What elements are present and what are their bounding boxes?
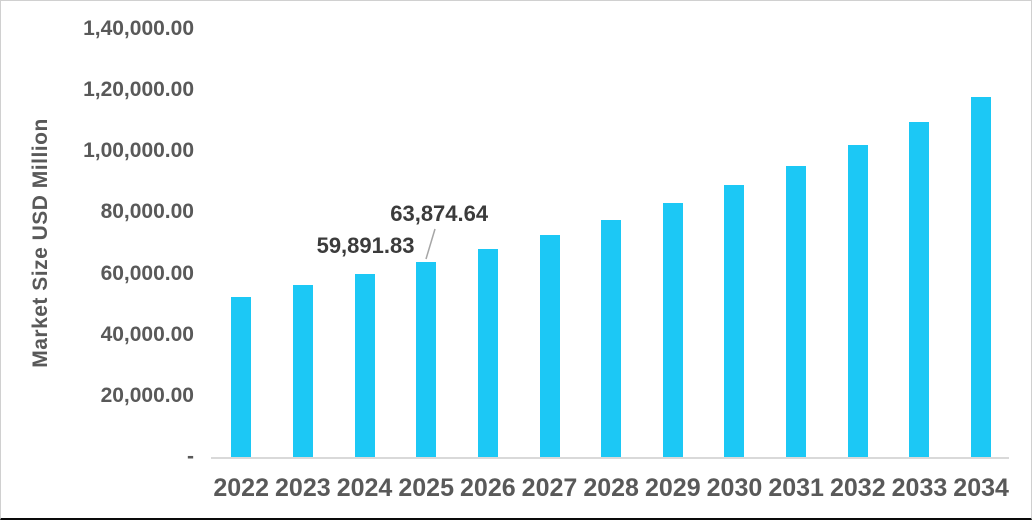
bar-2031 — [786, 165, 807, 457]
bar-2023 — [292, 285, 313, 457]
x-tick-2028: 2028 — [583, 474, 639, 502]
y-tick-100000: 1,00,000.00 — [83, 139, 194, 163]
plot-area — [211, 29, 1009, 459]
x-tick-2030: 2030 — [706, 474, 763, 502]
y-tick-40000: 40,000.00 — [100, 322, 194, 346]
bar-2024 — [354, 273, 375, 457]
x-tick-2031: 2031 — [768, 474, 824, 502]
x-tick-2026: 2026 — [460, 474, 516, 502]
bar-2029 — [662, 202, 683, 457]
bar-2028 — [601, 219, 622, 457]
y-tick-80000: 80,000.00 — [100, 200, 194, 224]
data-label-2024: 59,891.83 — [316, 232, 415, 258]
y-tick-0: - — [187, 445, 194, 468]
x-tick-2025: 2025 — [398, 474, 454, 502]
bar-2026 — [477, 248, 498, 457]
bar-2030 — [724, 184, 745, 457]
x-tick-2029: 2029 — [645, 474, 701, 502]
bar-2022 — [231, 297, 252, 457]
bar-2027 — [539, 234, 560, 457]
bar-2034 — [971, 96, 992, 457]
y-tick-120000: 1,20,000.00 — [83, 78, 194, 102]
y-tick-140000: 1,40,000.00 — [83, 17, 194, 40]
x-tick-2034: 2034 — [953, 474, 1009, 502]
x-tick-2024: 2024 — [336, 474, 393, 502]
y-tick-20000: 20,000.00 — [100, 383, 194, 407]
bar-2033 — [909, 122, 930, 457]
y-tick-60000: 60,000.00 — [100, 261, 194, 285]
x-tick-2027: 2027 — [521, 474, 578, 502]
bar-2025 — [416, 261, 437, 457]
bar-2032 — [847, 144, 868, 457]
x-tick-2032: 2032 — [829, 474, 886, 502]
x-tick-2022: 2022 — [213, 474, 269, 502]
x-tick-2023: 2023 — [275, 474, 331, 502]
data-label-2025: 63,874.64 — [390, 200, 489, 226]
x-tick-2033: 2033 — [891, 474, 948, 502]
